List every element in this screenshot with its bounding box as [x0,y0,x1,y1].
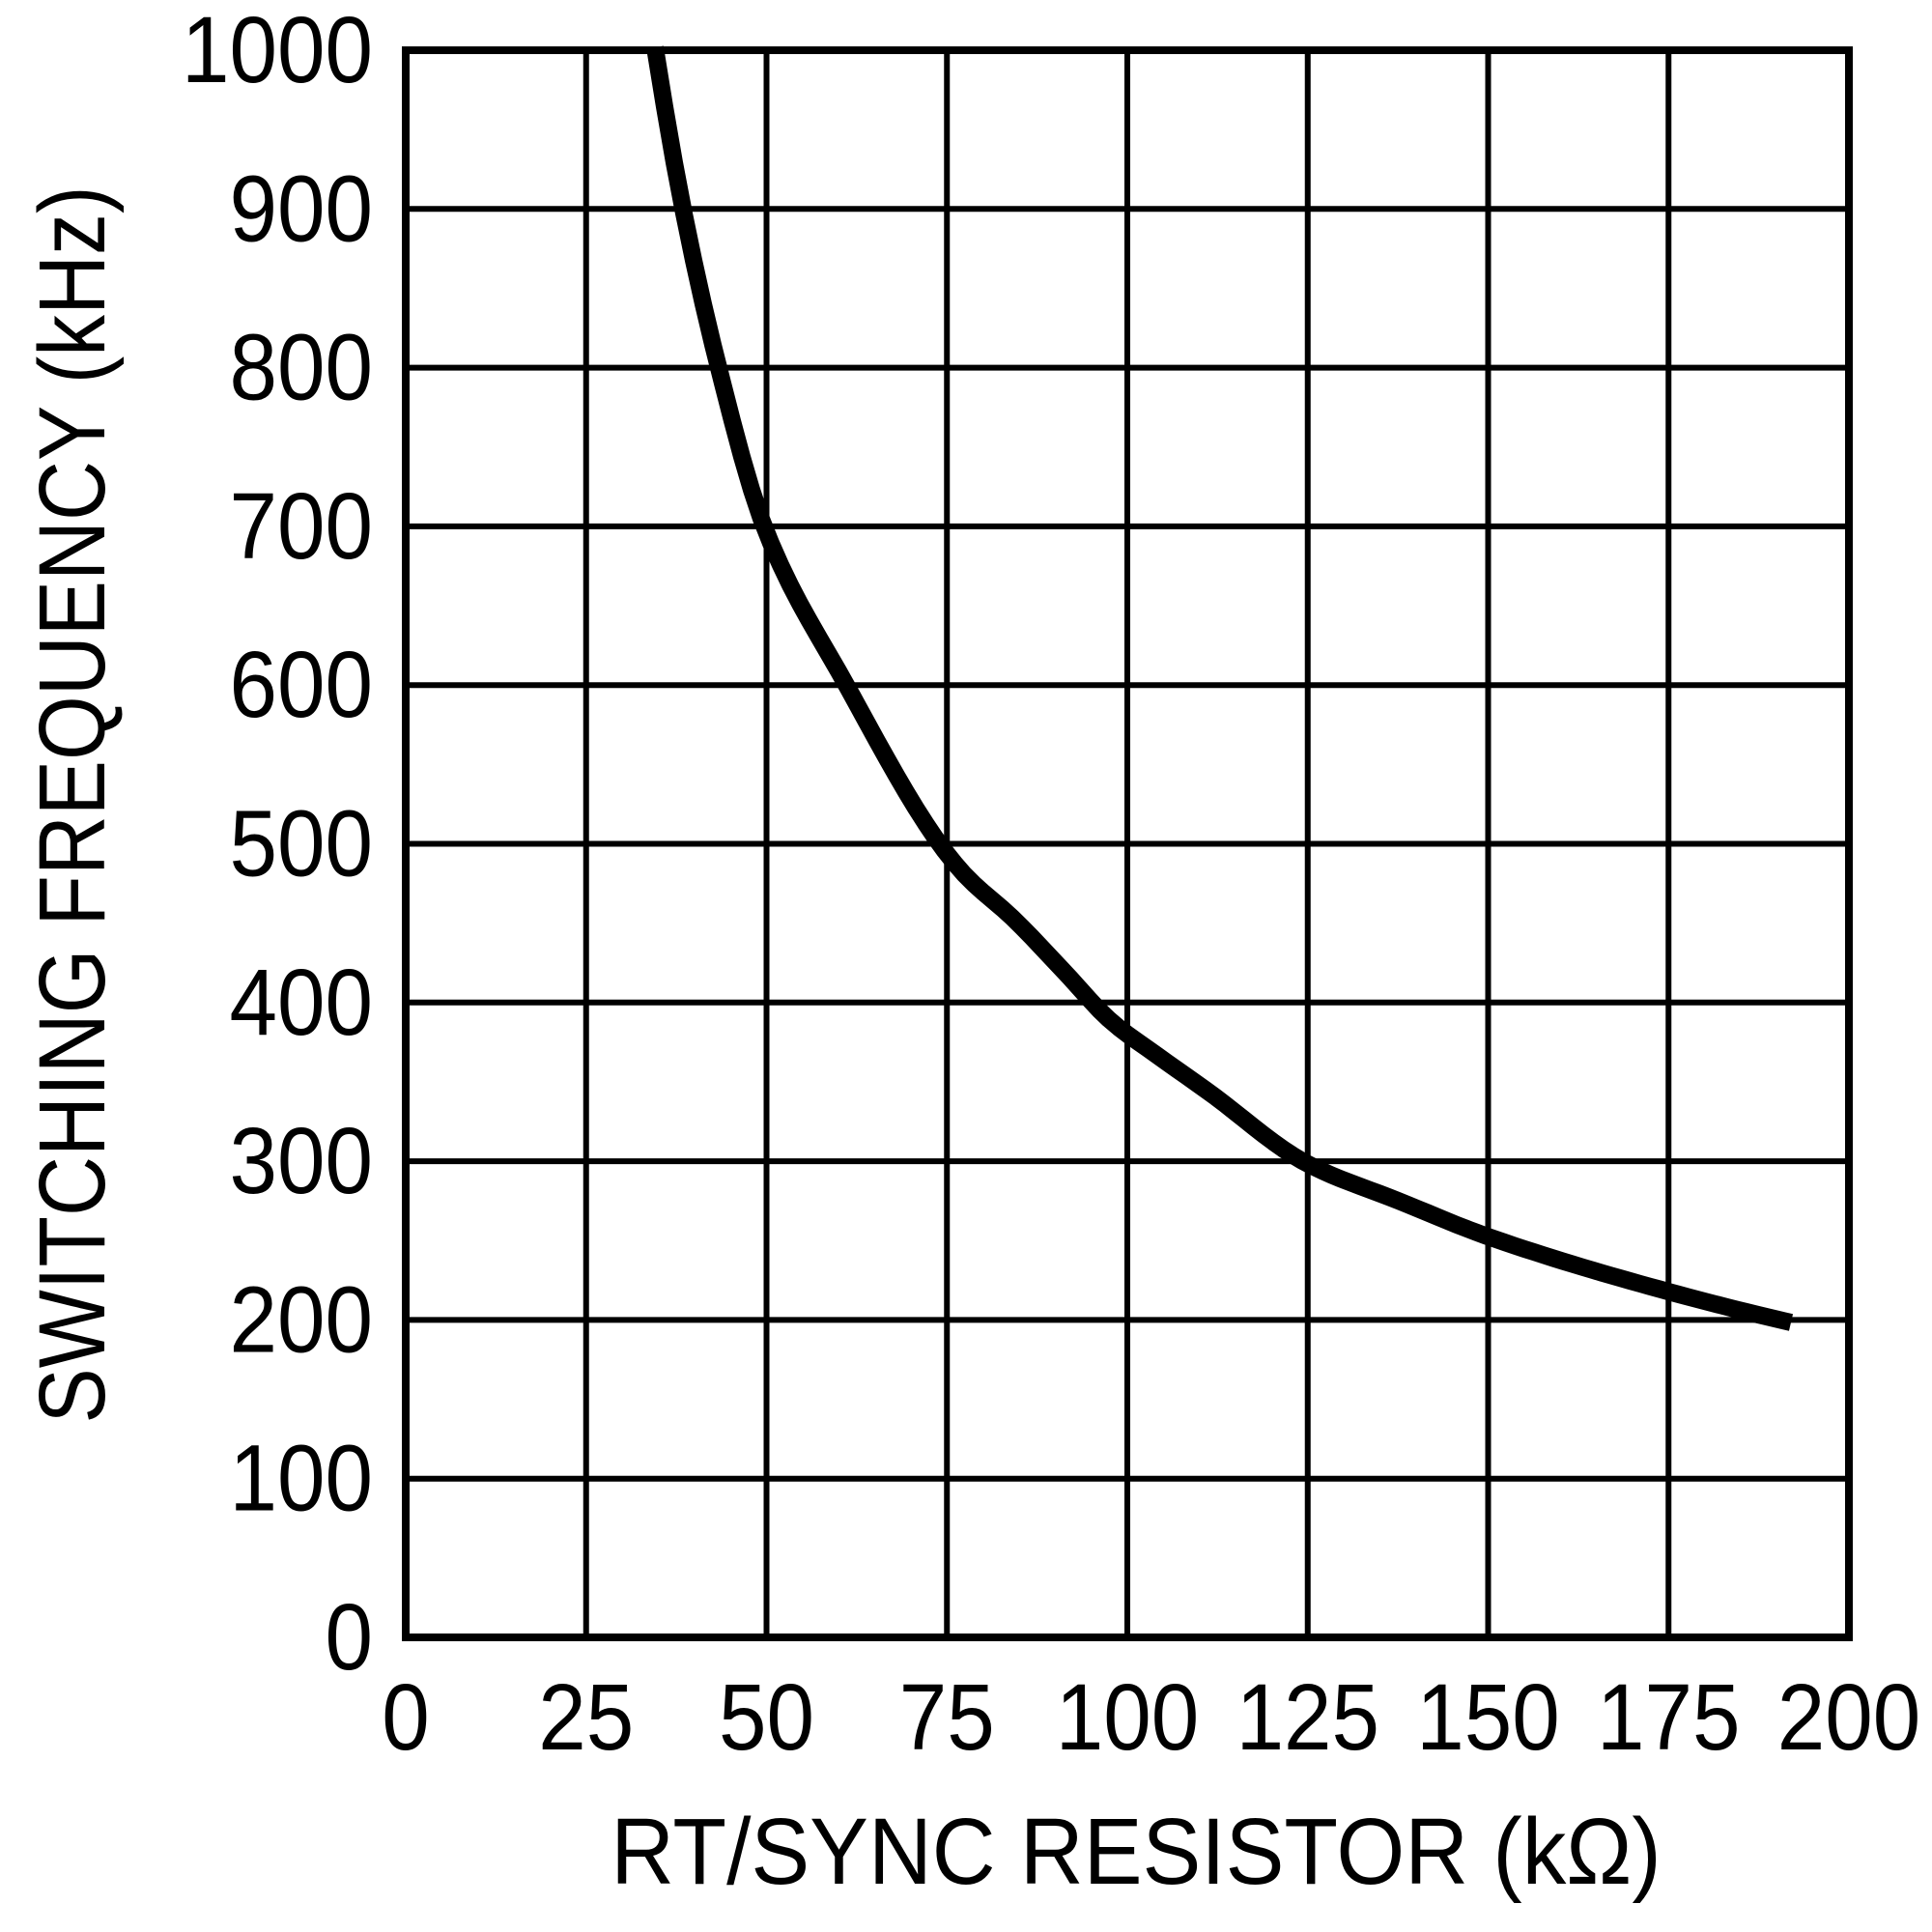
svg-text:0: 0 [382,1664,429,1769]
svg-text:100: 100 [230,1426,373,1530]
svg-text:200: 200 [1777,1664,1920,1769]
svg-text:175: 175 [1597,1664,1740,1769]
svg-text:200: 200 [230,1267,373,1372]
svg-text:1000: 1000 [182,0,373,102]
svg-text:25: 25 [538,1664,634,1769]
svg-text:100: 100 [1056,1664,1199,1769]
svg-text:75: 75 [899,1664,995,1769]
svg-text:500: 500 [230,791,373,895]
svg-text:900: 900 [230,156,373,261]
svg-text:700: 700 [230,473,373,578]
svg-text:600: 600 [230,633,373,737]
svg-text:50: 50 [719,1664,814,1769]
svg-text:150: 150 [1416,1664,1559,1769]
svg-text:800: 800 [230,315,373,419]
svg-text:125: 125 [1236,1664,1379,1769]
svg-text:SWITCHING FREQUENCY (kHz): SWITCHING FREQUENCY (kHz) [20,185,125,1423]
svg-text:RT/SYNC RESISTOR (kΩ): RT/SYNC RESISTOR (kΩ) [611,1799,1662,1903]
svg-text:300: 300 [230,1109,373,1213]
svg-text:400: 400 [230,950,373,1054]
svg-text:0: 0 [326,1584,373,1689]
